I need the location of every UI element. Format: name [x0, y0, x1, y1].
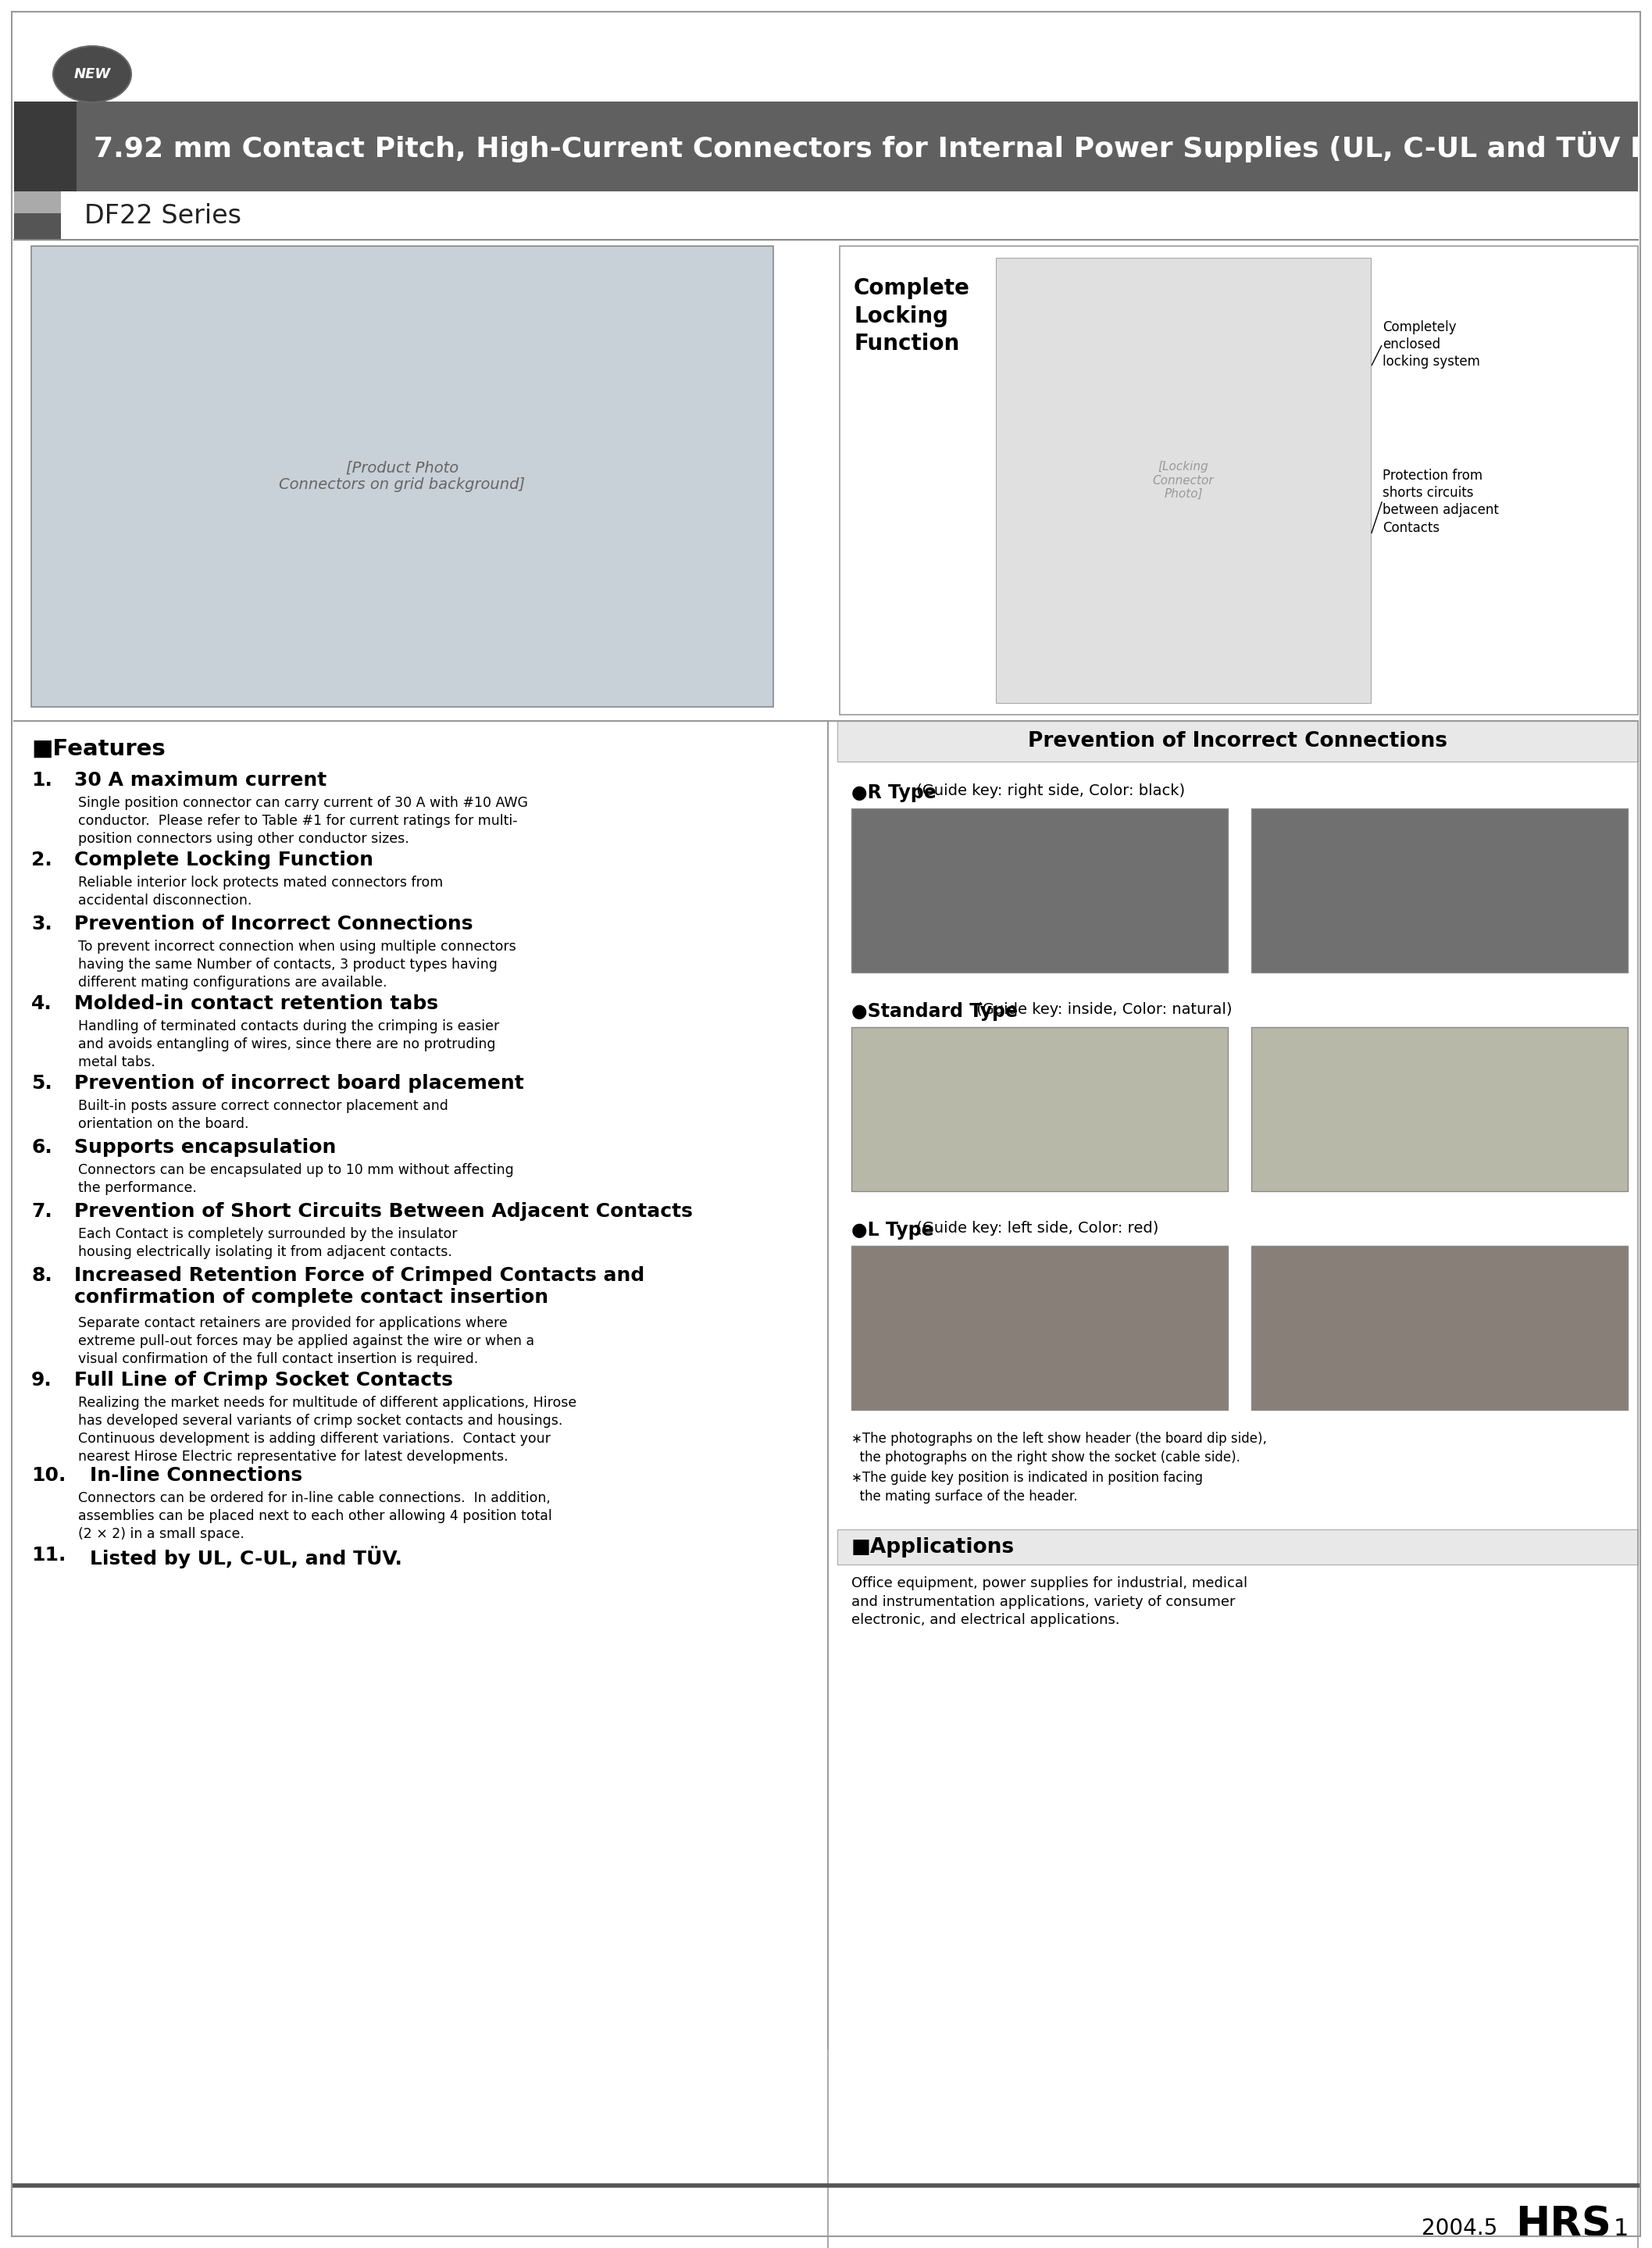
Text: To prevent incorrect connection when using multiple connectors
having the same N: To prevent incorrect connection when usi…	[78, 940, 515, 989]
Text: 3.: 3.	[31, 915, 53, 933]
Text: Complete
Locking
Function: Complete Locking Function	[854, 277, 970, 355]
Bar	[15, 191, 61, 214]
Text: 6.: 6.	[31, 1137, 53, 1158]
Text: 8.: 8.	[31, 1266, 53, 1286]
Text: 1: 1	[1614, 2217, 1629, 2239]
Text: 10.: 10.	[31, 1466, 66, 1486]
Text: Molded-in contact retention tabs: Molded-in contact retention tabs	[74, 994, 438, 1014]
Text: DF22 Series: DF22 Series	[84, 202, 241, 229]
Text: (Guide key: left side, Color: red): (Guide key: left side, Color: red)	[912, 1221, 1158, 1236]
Text: ■Features: ■Features	[31, 737, 165, 760]
Bar	[15, 191, 61, 241]
Text: Protection from
shorts circuits
between adjacent
Contacts: Protection from shorts circuits between …	[1383, 468, 1498, 535]
Bar	[838, 722, 1637, 762]
Text: Listed by UL, C-UL, and TÜV.: Listed by UL, C-UL, and TÜV.	[89, 1547, 401, 1569]
Text: Separate contact retainers are provided for applications where
extreme pull-out : Separate contact retainers are provided …	[78, 1315, 534, 1367]
Text: 11.: 11.	[31, 1547, 66, 1565]
Text: (Guide key: right side, Color: black): (Guide key: right side, Color: black)	[912, 785, 1184, 798]
Bar	[851, 1245, 1227, 1409]
Bar	[15, 191, 1637, 241]
Text: ∗The photographs on the left show header (the board dip side),
  the photographs: ∗The photographs on the left show header…	[851, 1432, 1267, 1463]
Text: Reliable interior lock protects mated connectors from
accidental disconnection.: Reliable interior lock protects mated co…	[78, 877, 443, 908]
Bar	[31, 245, 773, 706]
Text: HRS: HRS	[1515, 2205, 1611, 2246]
Text: Handling of terminated contacts during the crimping is easier
and avoids entangl: Handling of terminated contacts during t…	[78, 1018, 499, 1070]
Text: 5.: 5.	[31, 1075, 53, 1093]
Text: Completely
enclosed
locking system: Completely enclosed locking system	[1383, 319, 1480, 369]
Text: Office equipment, power supplies for industrial, medical
and instrumentation app: Office equipment, power supplies for ind…	[851, 1576, 1247, 1628]
Text: In-line Connections: In-line Connections	[89, 1466, 302, 1486]
Text: Complete Locking Function: Complete Locking Function	[74, 850, 373, 870]
Text: 1.: 1.	[31, 771, 53, 789]
Text: Prevention of incorrect board placement: Prevention of incorrect board placement	[74, 1075, 524, 1093]
Text: Realizing the market needs for multitude of different applications, Hirose
has d: Realizing the market needs for multitude…	[78, 1396, 577, 1463]
Bar	[15, 101, 1637, 191]
Bar	[851, 1027, 1227, 1191]
Text: Connectors can be ordered for in-line cable connections.  In addition,
assemblie: Connectors can be ordered for in-line ca…	[78, 1490, 552, 1540]
Bar	[1251, 1245, 1627, 1409]
Text: Single position connector can carry current of 30 A with #10 AWG
conductor.  Ple: Single position connector can carry curr…	[78, 796, 529, 845]
Bar	[996, 259, 1371, 704]
Bar	[851, 809, 1227, 973]
Text: 7.92 mm Contact Pitch, High-Current Connectors for Internal Power Supplies (UL, : 7.92 mm Contact Pitch, High-Current Conn…	[94, 130, 1652, 162]
Text: Built-in posts assure correct connector placement and
orientation on the board.: Built-in posts assure correct connector …	[78, 1099, 448, 1131]
Text: 4.: 4.	[31, 994, 53, 1014]
Bar	[839, 245, 1637, 715]
Bar	[15, 101, 76, 191]
Bar	[1251, 809, 1627, 973]
Text: [Product Photo
Connectors on grid background]: [Product Photo Connectors on grid backgr…	[279, 461, 525, 492]
Text: ●L Type: ●L Type	[851, 1221, 933, 1239]
Text: [Locking
Connector
Photo]: [Locking Connector Photo]	[1153, 461, 1214, 499]
Bar	[828, 722, 1637, 2248]
Text: Prevention of Incorrect Connections: Prevention of Incorrect Connections	[74, 915, 472, 933]
Text: ●R Type: ●R Type	[851, 785, 937, 803]
Text: ●Standard Type: ●Standard Type	[851, 1003, 1018, 1021]
Text: 2004.5: 2004.5	[1422, 2217, 1498, 2239]
Text: Connectors can be encapsulated up to 10 mm without affecting
the performance.: Connectors can be encapsulated up to 10 …	[78, 1162, 514, 1196]
Text: Prevention of Incorrect Connections: Prevention of Incorrect Connections	[1028, 731, 1447, 751]
Text: 2.: 2.	[31, 850, 53, 870]
Bar	[1251, 1027, 1627, 1191]
Text: 7.: 7.	[31, 1203, 53, 1221]
Text: Prevention of Short Circuits Between Adjacent Contacts: Prevention of Short Circuits Between Adj…	[74, 1203, 692, 1221]
Text: 9.: 9.	[31, 1371, 53, 1389]
Text: NEW: NEW	[74, 67, 111, 81]
Text: Each Contact is completely surrounded by the insulator
housing electrically isol: Each Contact is completely surrounded by…	[78, 1227, 458, 1259]
Text: Full Line of Crimp Socket Contacts: Full Line of Crimp Socket Contacts	[74, 1371, 453, 1389]
Text: ■Applications: ■Applications	[851, 1538, 1014, 1558]
Bar	[838, 1529, 1637, 1565]
Text: ∗The guide key position is indicated in position facing
  the mating surface of : ∗The guide key position is indicated in …	[851, 1470, 1203, 1504]
Text: Increased Retention Force of Crimped Contacts and
confirmation of complete conta: Increased Retention Force of Crimped Con…	[74, 1266, 644, 1306]
Text: Supports encapsulation: Supports encapsulation	[74, 1137, 335, 1158]
Ellipse shape	[53, 47, 131, 103]
Text: (Guide key: inside, Color: natural): (Guide key: inside, Color: natural)	[971, 1003, 1232, 1016]
Text: 30 A maximum current: 30 A maximum current	[74, 771, 327, 789]
